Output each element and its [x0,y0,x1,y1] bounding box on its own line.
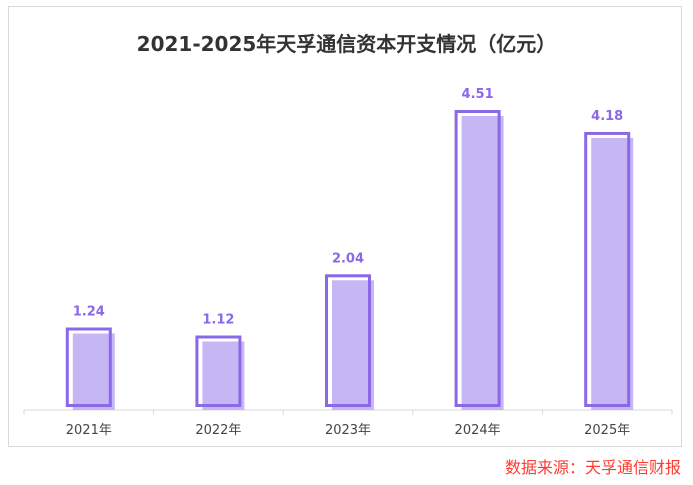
bar-outline [195,335,242,408]
x-tick-label: 2023年 [325,423,371,438]
bar-fill [461,116,504,410]
bar-fill [202,341,245,410]
data-label: 4.18 [591,109,623,124]
bar-outline [584,131,631,407]
chart-title: 2021-2025年天孚通信资本开支情况（亿元） [136,32,557,56]
source-note: 数据来源：天孚通信财报 [504,458,681,477]
bar-outline [325,274,371,407]
bar-outline [454,110,501,407]
data-label: 1.24 [73,305,105,320]
x-tick-label: 2021年 [66,423,112,438]
bar-fill [591,137,634,410]
bar-outline [65,327,112,407]
data-label: 2.04 [332,251,364,266]
data-label: 4.51 [462,87,494,102]
x-tick-label: 2022年 [195,423,241,438]
bar-fill [72,333,115,410]
chart-frame [8,6,682,447]
x-tick-label: 2025年 [584,423,630,438]
data-label: 1.12 [202,312,234,327]
bar-fill [332,280,374,410]
x-tick-label: 2024年 [455,423,501,438]
